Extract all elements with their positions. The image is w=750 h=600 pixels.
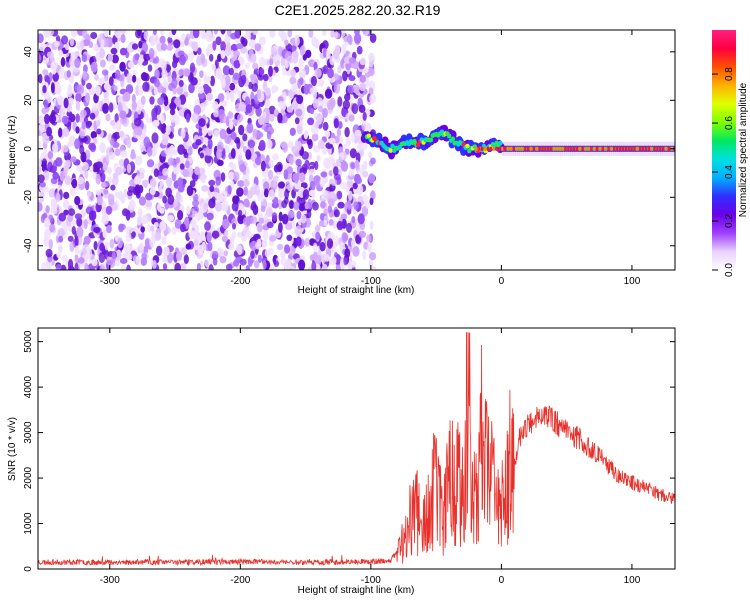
colorbar-tick-label: 0.0 [724,263,735,277]
x-tick-label: 100 [624,276,641,287]
x-tick-label: -300 [100,276,120,287]
y-tick-label: 40 [23,46,34,58]
x-tick-label: 0 [499,276,505,287]
colorbar-tick-label: 0.4 [724,165,735,179]
chart-title: C2E1.2025.282.20.32.R19 [274,2,441,18]
snr-line [38,332,675,567]
spectrogram-x-axis-label: Height of straight line (km) [298,285,415,296]
x-tick-label: -200 [230,276,250,287]
y-tick-label: 20 [23,94,34,106]
y-tick-label: -20 [23,190,34,205]
snr-frame [37,327,676,570]
colorbar-label: Normalized spectral amplitude [738,82,749,217]
snr-x-axis-label: Height of straight line (km) [298,585,415,596]
snr-plot-area [38,332,675,567]
y-tick-label: -40 [23,238,34,253]
y-tick-label: 1000 [23,512,34,535]
noise-texture [38,30,377,270]
y-tick-label: 0 [23,146,34,152]
spectrogram-plot-area [38,30,675,270]
x-tick-label: -100 [361,276,381,287]
y-tick-label: 4000 [23,376,34,399]
x-tick-label: -300 [100,575,120,586]
spectrogram-frame [37,29,676,271]
x-tick-label: 100 [624,575,641,586]
colorbar-tick-label: 0.8 [724,67,735,81]
signal-track [360,124,675,160]
x-tick-label: -200 [230,575,250,586]
spectrogram-y-axis-label: Frequency (Hz) [7,116,18,185]
y-tick-label: 0 [23,566,34,572]
y-tick-label: 2000 [23,466,34,489]
colorbar [712,30,736,270]
y-tick-label: 5000 [23,330,34,353]
x-tick-label: -100 [361,575,381,586]
snr-y-axis-label: SNR (10 * v/v) [7,417,18,481]
colorbar-tick-label: 0.6 [724,116,735,130]
y-tick-label: 3000 [23,421,34,444]
x-tick-label: 0 [499,575,505,586]
colorbar-tick-label: 0.2 [724,214,735,228]
